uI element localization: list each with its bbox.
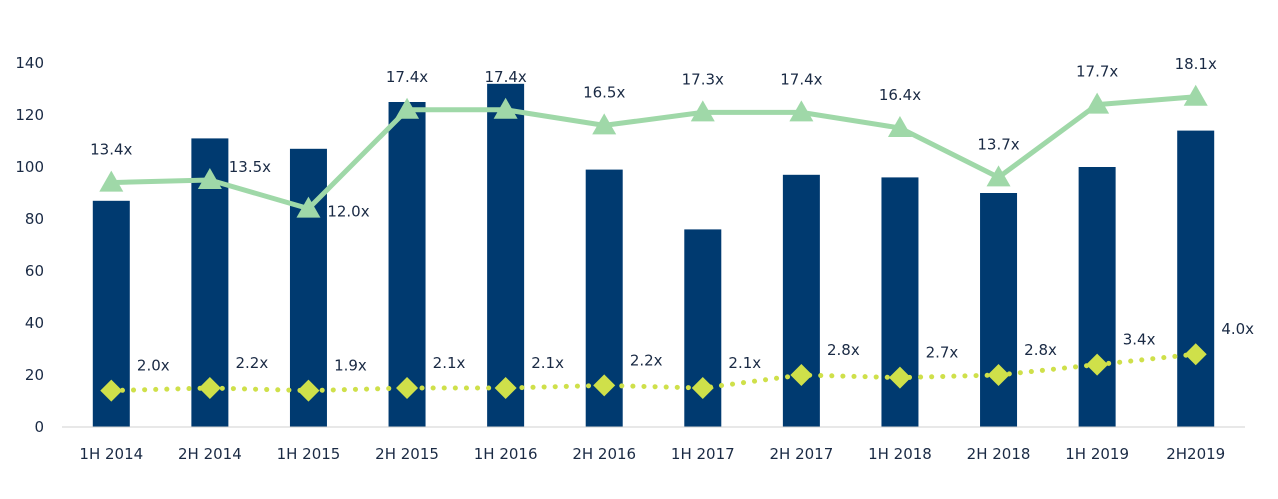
data-label: 16.4x bbox=[879, 86, 921, 104]
data-label: 2.1x bbox=[433, 354, 466, 372]
x-axis: 1H 2014 2H 2014 1H 2015 2H 2015 1H 2016 2H 20… bbox=[79, 445, 1225, 463]
x-tick-label: 1H 2015 bbox=[277, 445, 341, 463]
line-series-diamond: 2.0x 2.2x 1.9x 2.1x 2.1x 2.2x 2.1x 2.8x 2.7x 2.8x… bbox=[100, 320, 1254, 402]
data-label: 2.2x bbox=[236, 354, 269, 372]
diamond-marker bbox=[198, 377, 221, 399]
data-label: 13.5x bbox=[229, 158, 271, 176]
line-path bbox=[108, 351, 1199, 394]
bar bbox=[980, 193, 1018, 427]
triangle-marker bbox=[887, 116, 912, 137]
x-tick-label: 2H 2014 bbox=[178, 445, 242, 463]
diamond-marker bbox=[396, 377, 419, 399]
triangle-marker bbox=[493, 97, 518, 119]
y-tick-label: 40 bbox=[25, 314, 44, 332]
data-label: 2.7x bbox=[926, 344, 959, 362]
data-label: 2.2x bbox=[630, 351, 663, 369]
triangle-marker bbox=[197, 168, 222, 189]
triangle-marker bbox=[986, 165, 1011, 187]
x-tick-label: 1H 2016 bbox=[474, 445, 538, 463]
triangle-marker bbox=[690, 100, 715, 122]
diamond-marker bbox=[1086, 353, 1109, 376]
diamond-marker bbox=[691, 377, 714, 399]
triangle-marker bbox=[99, 170, 124, 192]
data-label: 16.5x bbox=[583, 83, 625, 101]
y-tick-label: 120 bbox=[15, 106, 44, 124]
x-tick-label: 1H 2019 bbox=[1065, 445, 1129, 463]
data-label: 3.4x bbox=[1123, 331, 1156, 349]
data-label: 17.4x bbox=[780, 70, 822, 88]
x-tick-label: 2H 2017 bbox=[769, 445, 833, 463]
data-label: 2.1x bbox=[531, 354, 564, 372]
triangle-marker bbox=[592, 113, 617, 135]
data-label: 17.3x bbox=[682, 70, 724, 88]
x-tick-label: 2H 2018 bbox=[967, 445, 1031, 463]
bar bbox=[1177, 130, 1215, 427]
x-tick-label: 2H 2016 bbox=[572, 445, 636, 463]
bar bbox=[881, 177, 919, 427]
diamond-marker bbox=[100, 379, 123, 402]
bar bbox=[782, 174, 820, 427]
x-tick-label: 2H 2015 bbox=[375, 445, 439, 463]
bar bbox=[487, 83, 525, 428]
triangle-marker bbox=[789, 100, 814, 122]
diamond-marker bbox=[888, 366, 911, 389]
y-tick-label: 0 bbox=[34, 418, 44, 436]
diamond-marker bbox=[494, 377, 517, 399]
diamond-marker bbox=[297, 379, 320, 402]
triangle-marker bbox=[296, 196, 321, 218]
triangle-marker bbox=[1183, 84, 1208, 106]
data-label: 17.7x bbox=[1076, 63, 1118, 81]
y-tick-label: 100 bbox=[15, 158, 44, 176]
data-label: 12.0x bbox=[327, 203, 369, 221]
data-label: 2.8x bbox=[827, 341, 860, 359]
data-label: 17.4x bbox=[386, 68, 428, 86]
data-label: 13.4x bbox=[90, 141, 132, 159]
y-axis: 0 20 40 60 80 100 120 140 bbox=[15, 54, 44, 436]
data-label: 1.9x bbox=[334, 357, 367, 375]
y-tick-label: 20 bbox=[25, 366, 44, 384]
data-label: 18.1x bbox=[1175, 55, 1217, 73]
x-tick-label: 1H 2014 bbox=[79, 445, 143, 463]
diamond-marker bbox=[593, 374, 616, 397]
data-label: 4.0x bbox=[1221, 320, 1254, 338]
line-path bbox=[111, 94, 1196, 212]
data-label: 17.4x bbox=[484, 68, 526, 86]
line-series-triangle: 13.4x 13.5x 12.0x 17.4x 17.4x 16.5x 17.3x 17.4x… bbox=[90, 55, 1217, 221]
data-label: 13.7x bbox=[977, 135, 1019, 153]
diamond-marker bbox=[790, 364, 813, 386]
diamond-marker bbox=[1184, 343, 1207, 366]
x-tick-label: 2H2019 bbox=[1166, 445, 1225, 463]
x-tick-label: 1H 2017 bbox=[671, 445, 735, 463]
bar bbox=[1078, 167, 1116, 427]
y-tick-label: 80 bbox=[25, 210, 44, 228]
diamond-marker bbox=[987, 364, 1010, 386]
x-tick-label: 1H 2018 bbox=[868, 445, 932, 463]
y-tick-label: 140 bbox=[15, 54, 44, 72]
data-label: 2.1x bbox=[728, 354, 761, 372]
triangle-marker bbox=[395, 97, 420, 119]
bar-series bbox=[92, 83, 1215, 428]
bar bbox=[388, 102, 426, 427]
data-label: 2.8x bbox=[1024, 341, 1057, 359]
y-tick-label: 60 bbox=[25, 262, 44, 280]
triangle-marker bbox=[1085, 92, 1110, 114]
data-label: 2.0x bbox=[137, 357, 170, 375]
